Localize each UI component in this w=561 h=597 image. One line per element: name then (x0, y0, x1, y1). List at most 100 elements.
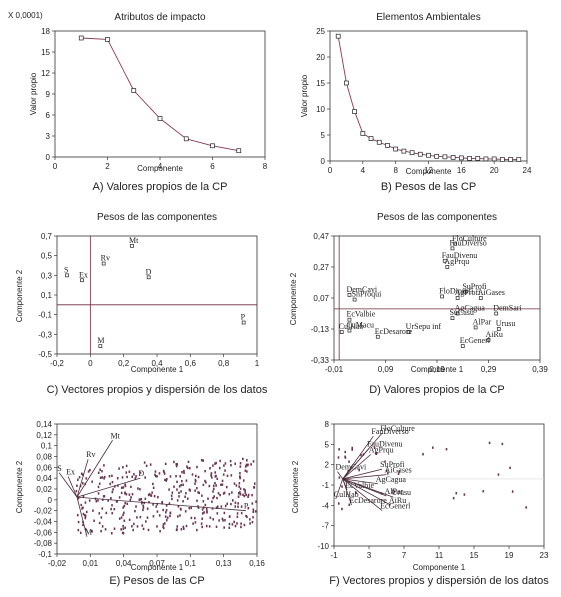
scatter-point (163, 472, 166, 475)
scatter-point (338, 476, 341, 479)
x-axis-label: Componente (137, 164, 183, 173)
x-tick-label: 0,6 (185, 359, 197, 368)
scatter-point (509, 466, 511, 470)
scatter-point (176, 488, 178, 491)
x-tick-label: 4 (158, 162, 163, 171)
vector-label: S (57, 464, 61, 473)
eigenvector-line (76, 459, 89, 498)
scatter-point (252, 460, 255, 463)
scatter-point (111, 511, 114, 515)
vector-label: D (138, 469, 144, 478)
x-tick-label: -0,01 (325, 365, 344, 374)
x-tick-label: 7 (402, 551, 407, 560)
scatter-point (142, 508, 144, 512)
scatter-point (77, 528, 80, 532)
scatter-point (139, 515, 142, 519)
scatter-point (155, 505, 158, 508)
scatter-point (397, 472, 400, 476)
data-point (344, 80, 349, 86)
chart-caption: F) Vectores propios y dispersión de los … (329, 575, 549, 587)
scatter-point (122, 486, 125, 489)
scatter-point (497, 473, 500, 476)
scatter-point (240, 505, 243, 508)
data-point (450, 246, 455, 251)
eigenvector-line (342, 478, 378, 485)
scatter-point (207, 497, 209, 500)
y-tick-label: 6 (46, 111, 51, 120)
eigenvector-line (335, 478, 344, 500)
scatter-point (212, 487, 215, 491)
scatter-point (118, 517, 121, 520)
x-tick-label: -0,02 (48, 559, 67, 568)
y-tick-label: -1 (322, 481, 330, 490)
scatter-point (128, 493, 131, 496)
scatter-point (100, 516, 103, 519)
data-point (440, 294, 444, 299)
vector-label: DemCavi (336, 463, 367, 472)
scatter-point (216, 477, 219, 480)
x-tick-label: 0,13 (216, 559, 232, 568)
scatter-point (168, 488, 170, 491)
scatter-point (109, 482, 111, 486)
scatter-point (223, 464, 225, 467)
chart-title: Elementos Ambientales (376, 12, 481, 23)
scatter-point (234, 462, 237, 465)
scatter-point (176, 463, 179, 466)
scatter-point (236, 522, 238, 525)
scatter-point (234, 505, 237, 508)
scatter-point (236, 512, 239, 515)
scatter-point (97, 499, 99, 502)
scatter-point (252, 510, 255, 513)
eigenvector-line (76, 440, 113, 498)
scatter-point (351, 446, 354, 450)
scatter-point (99, 476, 102, 479)
scatter-point (169, 514, 171, 518)
scatter-point (147, 493, 150, 497)
data-point (450, 316, 455, 320)
y-tick-label: 2 (325, 461, 330, 470)
data-point (442, 154, 448, 160)
scatter-point (136, 516, 138, 519)
scatter-point (111, 480, 114, 484)
scatter-point (351, 448, 353, 451)
scatter-point (79, 531, 82, 534)
scatter-point (89, 468, 91, 472)
plot-frame (54, 30, 266, 158)
x-tick-label: 19 (505, 551, 514, 560)
scatter-point (145, 464, 148, 468)
scatter-point (187, 460, 190, 464)
scatter-point (358, 468, 360, 472)
scatter-point (222, 473, 225, 476)
data-point (494, 311, 499, 316)
scatter-point (107, 499, 109, 502)
scatter-point (250, 463, 252, 466)
scatter-point (108, 475, 111, 478)
y-tick-label: 0 (321, 157, 326, 166)
scatter-point (210, 474, 212, 477)
y-tick-label: 0,04 (36, 474, 52, 483)
scatter-point (110, 532, 113, 535)
scatter-point (169, 475, 172, 478)
scatter-point (452, 496, 455, 500)
y-axis-label: Componente 2 (291, 460, 300, 513)
scatter-point (180, 483, 183, 487)
scatter-point (249, 522, 251, 525)
scatter-point (233, 520, 235, 524)
point-label: DemSari (493, 304, 522, 313)
scatter-point (223, 526, 225, 529)
scatter-point (386, 472, 389, 475)
scatter-point (224, 469, 226, 472)
scatter-point (373, 446, 376, 449)
scatter-point (205, 524, 208, 528)
scatter-point (82, 482, 84, 485)
series-line (337, 36, 519, 160)
scatter-point (247, 493, 250, 497)
scatter-point (156, 525, 158, 528)
scatter-point (186, 465, 188, 468)
scatter-point (113, 485, 116, 488)
x-axis-label: Componente (406, 167, 452, 176)
scatter-point (175, 464, 178, 468)
scatter-point (111, 504, 113, 507)
point-label: AgPrqu (444, 257, 469, 266)
point-label: CuMacu (346, 321, 374, 330)
